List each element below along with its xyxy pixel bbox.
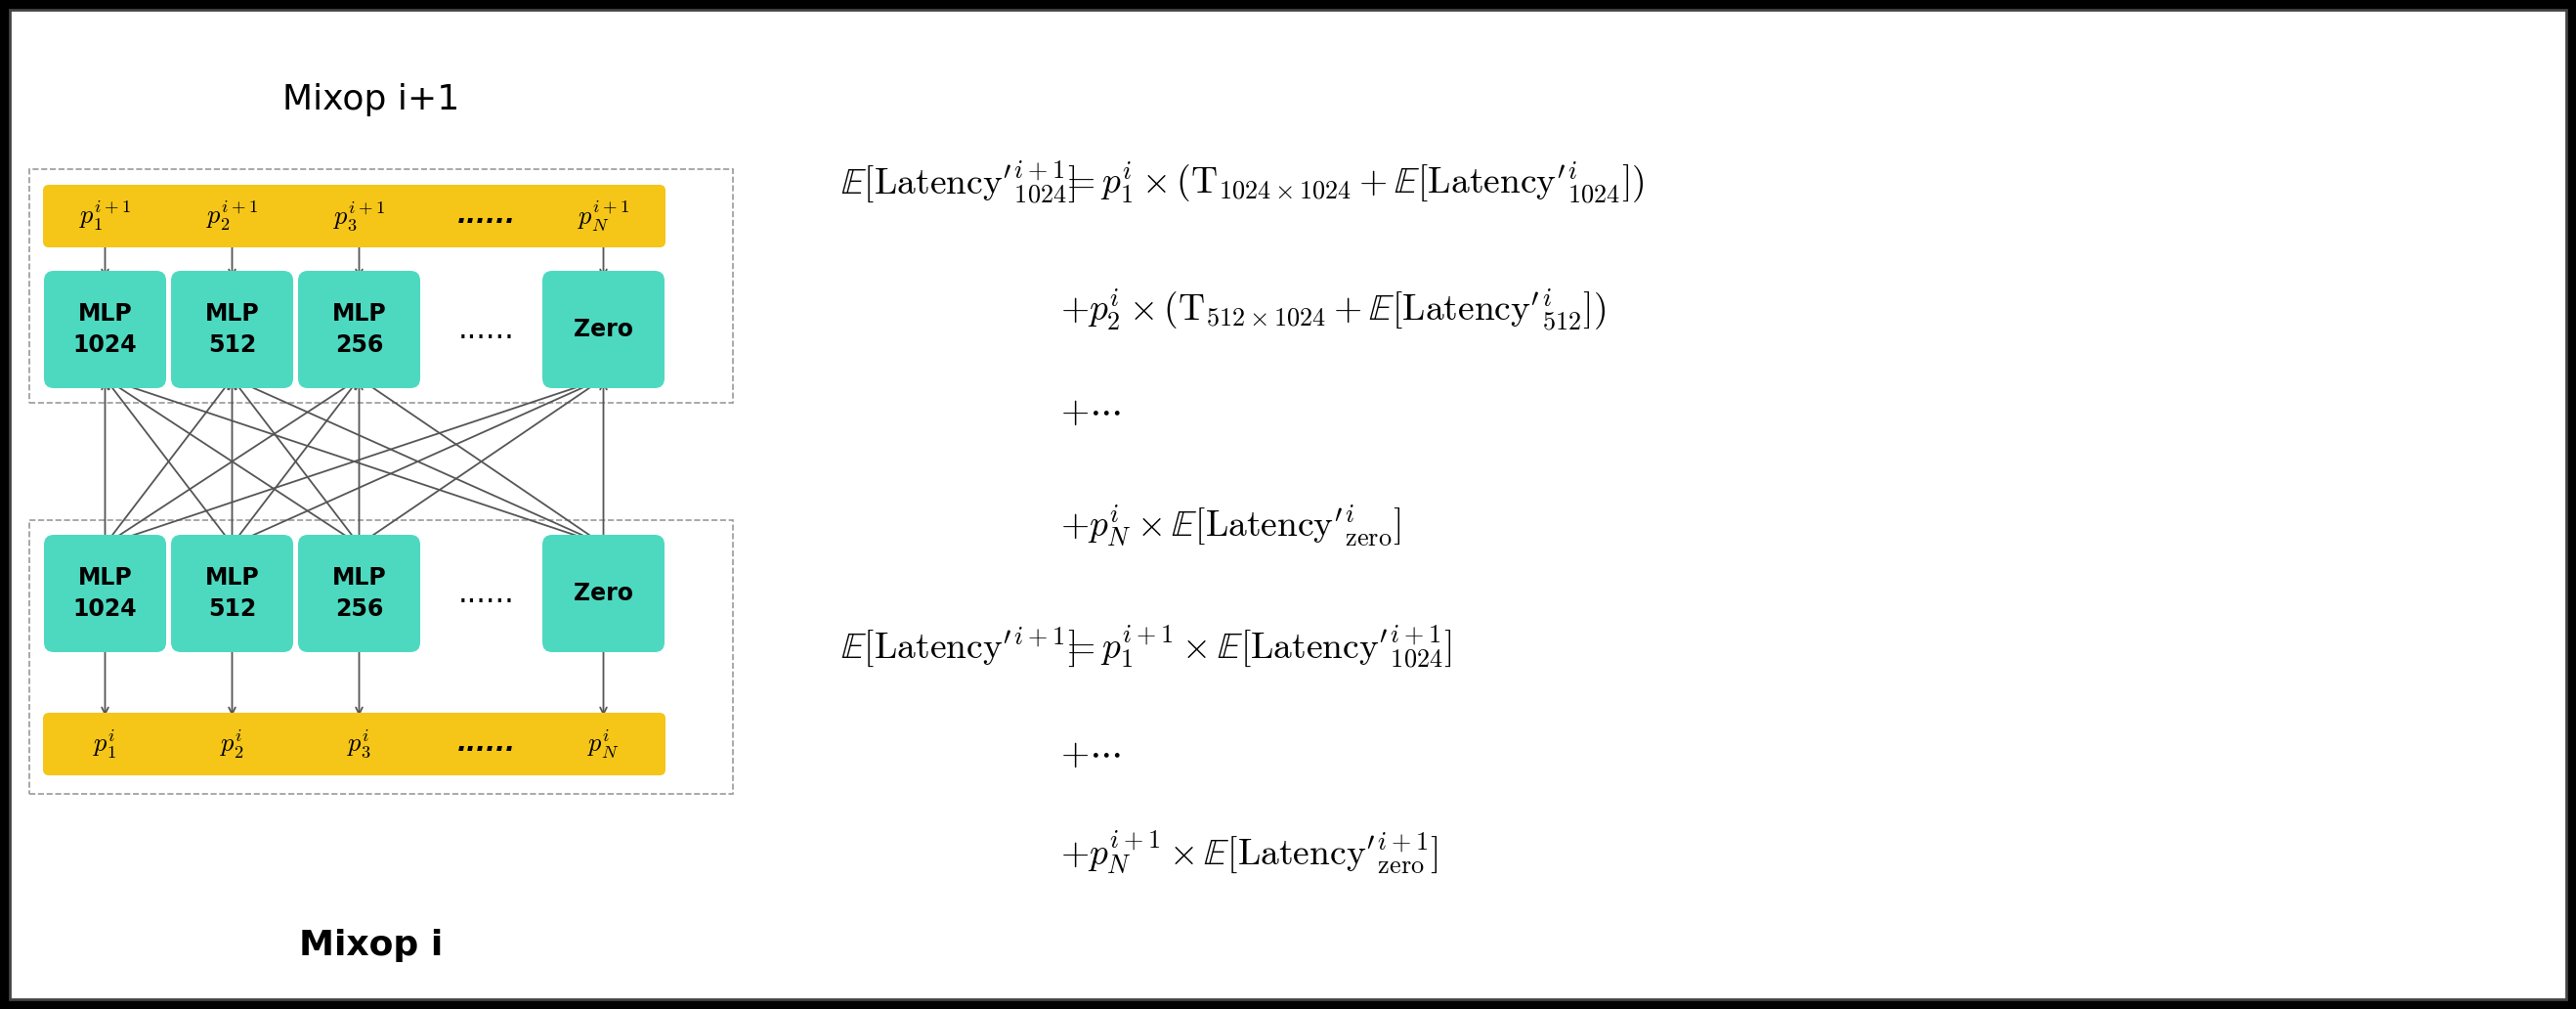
Text: MLP
1024: MLP 1024: [72, 566, 137, 621]
Bar: [28, 521, 734, 794]
Text: MLP
256: MLP 256: [332, 303, 386, 356]
Text: Mixop i: Mixop i: [299, 929, 443, 962]
Text: $p_1^{i+1}$: $p_1^{i+1}$: [80, 199, 131, 233]
Text: $p_2^{i+1}$: $p_2^{i+1}$: [206, 199, 258, 233]
Text: Mixop i+1: Mixop i+1: [283, 83, 461, 116]
FancyBboxPatch shape: [170, 270, 294, 388]
Text: $p_2^{i}$: $p_2^{i}$: [219, 727, 245, 761]
Text: ......: ......: [456, 732, 515, 757]
FancyBboxPatch shape: [544, 270, 665, 388]
Text: $=p_1^i \times (\mathrm{T}_{1024\times1024} + \mathbb{E}[\mathrm{Latency}'^{i}_{: $=p_1^i \times (\mathrm{T}_{1024\times10…: [1061, 160, 1643, 206]
Text: $+\cdots$: $+\cdots$: [1061, 738, 1121, 773]
Bar: [28, 170, 734, 403]
Text: ......: ......: [456, 204, 515, 229]
Text: $p_3^{i}$: $p_3^{i}$: [348, 728, 371, 760]
Text: $\mathbb{E}[\mathrm{Latency}'^{i+1}]$: $\mathbb{E}[\mathrm{Latency}'^{i+1}]$: [840, 626, 1074, 669]
Text: $\mathbb{E}[\mathrm{Latency}'^{i+1}_{1024}]$: $\mathbb{E}[\mathrm{Latency}'^{i+1}_{102…: [840, 159, 1077, 207]
Text: $+\cdots$: $+\cdots$: [1061, 395, 1121, 430]
Text: Zero: Zero: [574, 582, 634, 605]
Text: $p_3^{i+1}$: $p_3^{i+1}$: [332, 200, 384, 233]
Text: MLP
1024: MLP 1024: [72, 303, 137, 356]
Text: ......: ......: [459, 579, 515, 607]
FancyBboxPatch shape: [544, 535, 665, 652]
FancyBboxPatch shape: [299, 270, 420, 388]
Text: MLP
512: MLP 512: [206, 303, 260, 356]
FancyBboxPatch shape: [44, 712, 665, 775]
Text: $=p_1^{i+1} \times \mathbb{E}[\mathrm{Latency}'^{i+1}_{1024}]$: $=p_1^{i+1} \times \mathbb{E}[\mathrm{La…: [1061, 624, 1453, 671]
Text: ......: ......: [459, 316, 515, 344]
FancyBboxPatch shape: [44, 535, 165, 652]
FancyBboxPatch shape: [44, 270, 165, 388]
FancyBboxPatch shape: [299, 535, 420, 652]
Text: $p_N^{i+1}$: $p_N^{i+1}$: [577, 199, 629, 233]
Text: $+p_N^{i+1} \times \mathbb{E}[\mathrm{Latency}'^{i+1}_{\mathrm{zero}}]$: $+p_N^{i+1} \times \mathbb{E}[\mathrm{La…: [1061, 829, 1437, 876]
Text: MLP
256: MLP 256: [332, 566, 386, 621]
Text: $+p_N^i \times \mathbb{E}[\mathrm{Latency}'^{i}_{\mathrm{zero}}]$: $+p_N^i \times \mathbb{E}[\mathrm{Latenc…: [1061, 502, 1401, 547]
Text: $+p_2^i \times (\mathrm{T}_{512\times1024} + \mathbb{E}[\mathrm{Latency}'^{i}_{5: $+p_2^i \times (\mathrm{T}_{512\times102…: [1061, 288, 1605, 333]
FancyBboxPatch shape: [44, 185, 665, 247]
FancyBboxPatch shape: [170, 535, 294, 652]
Text: MLP
512: MLP 512: [206, 566, 260, 621]
Text: $p_N^{i}$: $p_N^{i}$: [587, 727, 618, 761]
Text: $p_1^{i}$: $p_1^{i}$: [93, 727, 116, 761]
Text: Zero: Zero: [574, 318, 634, 341]
